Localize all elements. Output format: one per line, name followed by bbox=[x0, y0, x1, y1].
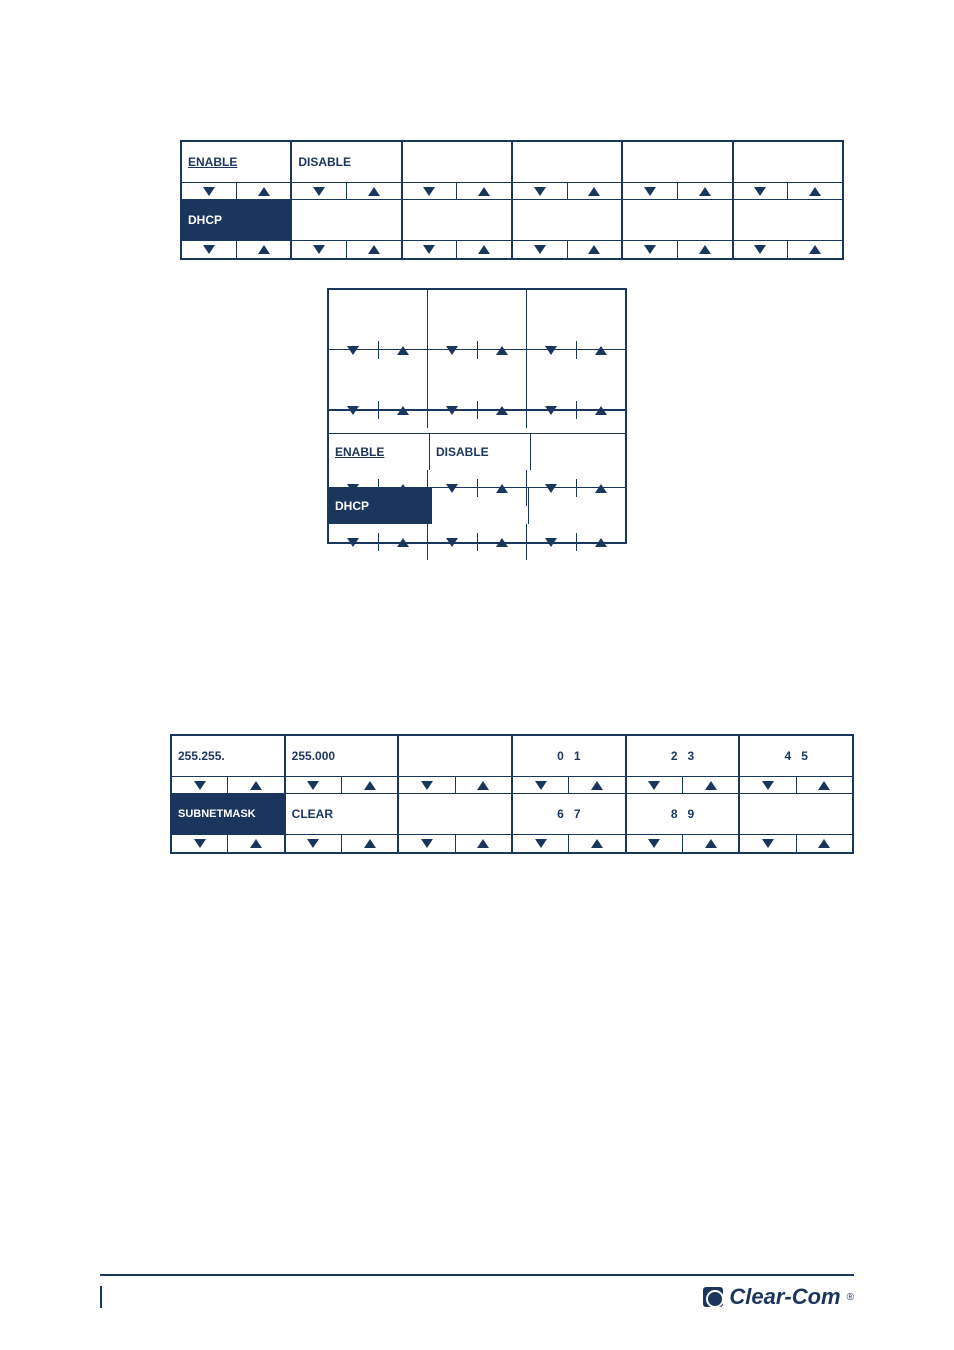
up-button[interactable] bbox=[569, 777, 624, 793]
cell-subnetmask: SUBNETMASK bbox=[172, 794, 284, 834]
up-button[interactable] bbox=[797, 777, 852, 793]
grid-middle: ENABLE DISABLE DHCP bbox=[327, 288, 627, 544]
up-button[interactable] bbox=[577, 533, 626, 551]
arrow-row[interactable] bbox=[182, 182, 290, 200]
up-button[interactable] bbox=[457, 183, 511, 199]
up-button[interactable] bbox=[683, 777, 738, 793]
cell-ip1: 255.255. bbox=[172, 736, 284, 776]
down-button[interactable] bbox=[513, 183, 568, 199]
reg-mark: ® bbox=[847, 1292, 854, 1303]
logo-icon bbox=[703, 1287, 723, 1307]
cell-45: 4 5 bbox=[740, 736, 852, 776]
down-button[interactable] bbox=[623, 241, 678, 258]
up-button[interactable] bbox=[342, 835, 397, 852]
up-button[interactable] bbox=[456, 835, 511, 852]
cell-dhcp: DHCP bbox=[182, 200, 290, 240]
down-button[interactable] bbox=[286, 835, 342, 852]
up-button[interactable] bbox=[347, 183, 401, 199]
down-button[interactable] bbox=[513, 777, 569, 793]
up-button[interactable] bbox=[237, 183, 291, 199]
up-button[interactable] bbox=[456, 777, 511, 793]
cell-enable: ENABLE bbox=[182, 142, 290, 182]
down-button[interactable] bbox=[623, 183, 678, 199]
down-button[interactable] bbox=[428, 533, 478, 551]
up-button[interactable] bbox=[568, 241, 622, 258]
cell-01: 0 1 bbox=[513, 736, 625, 776]
down-button[interactable] bbox=[182, 183, 237, 199]
down-button[interactable] bbox=[182, 241, 237, 258]
cell-dhcp: DHCP bbox=[329, 488, 432, 524]
down-button[interactable] bbox=[734, 183, 789, 199]
cell-67: 6 7 bbox=[513, 794, 625, 834]
down-button[interactable] bbox=[513, 835, 569, 852]
down-button[interactable] bbox=[740, 835, 796, 852]
grid-dhcp-enable: ENABLE DHCP DISABLE bbox=[180, 140, 844, 260]
down-button[interactable] bbox=[329, 533, 379, 551]
cell-disable: DISABLE bbox=[430, 434, 531, 470]
up-button[interactable] bbox=[379, 533, 428, 551]
footer-page bbox=[100, 1286, 142, 1308]
up-button[interactable] bbox=[683, 835, 738, 852]
up-button[interactable] bbox=[228, 777, 283, 793]
down-button[interactable] bbox=[627, 835, 683, 852]
down-button[interactable] bbox=[527, 533, 577, 551]
up-button[interactable] bbox=[788, 241, 842, 258]
down-button[interactable] bbox=[172, 777, 228, 793]
up-button[interactable] bbox=[457, 241, 511, 258]
up-button[interactable] bbox=[478, 533, 527, 551]
down-button[interactable] bbox=[734, 241, 789, 258]
down-button[interactable] bbox=[403, 183, 458, 199]
cell-clear: CLEAR bbox=[286, 794, 398, 834]
up-button[interactable] bbox=[797, 835, 852, 852]
cell-ip2: 255.000 bbox=[286, 736, 398, 776]
down-button[interactable] bbox=[399, 835, 455, 852]
cell-disable: DISABLE bbox=[292, 142, 400, 182]
up-button[interactable] bbox=[237, 241, 291, 258]
up-button[interactable] bbox=[342, 777, 397, 793]
up-button[interactable] bbox=[788, 183, 842, 199]
down-button[interactable] bbox=[399, 777, 455, 793]
down-button[interactable] bbox=[292, 241, 347, 258]
spacer-row bbox=[329, 410, 625, 434]
arrow-row[interactable] bbox=[182, 240, 290, 258]
up-button[interactable] bbox=[678, 241, 732, 258]
up-button[interactable] bbox=[678, 183, 732, 199]
down-button[interactable] bbox=[292, 183, 347, 199]
up-button[interactable] bbox=[347, 241, 401, 258]
page-footer: Clear-Com ® bbox=[100, 1274, 854, 1310]
down-button[interactable] bbox=[172, 835, 228, 852]
down-button[interactable] bbox=[513, 241, 568, 258]
cell-enable: ENABLE bbox=[329, 434, 430, 470]
down-button[interactable] bbox=[403, 241, 458, 258]
cell-89: 8 9 bbox=[627, 794, 739, 834]
down-button[interactable] bbox=[627, 777, 683, 793]
grid-subnet: 255.255. SUBNETMASK 255.000 CLEAR 0 1 6 … bbox=[170, 734, 854, 854]
cell-23: 2 3 bbox=[627, 736, 739, 776]
brand-name: Clear-Com bbox=[729, 1284, 840, 1310]
up-button[interactable] bbox=[228, 835, 283, 852]
up-button[interactable] bbox=[568, 183, 622, 199]
cell bbox=[292, 200, 400, 240]
down-button[interactable] bbox=[286, 777, 342, 793]
down-button[interactable] bbox=[740, 777, 796, 793]
up-button[interactable] bbox=[569, 835, 624, 852]
brand-logo: Clear-Com ® bbox=[703, 1284, 854, 1310]
